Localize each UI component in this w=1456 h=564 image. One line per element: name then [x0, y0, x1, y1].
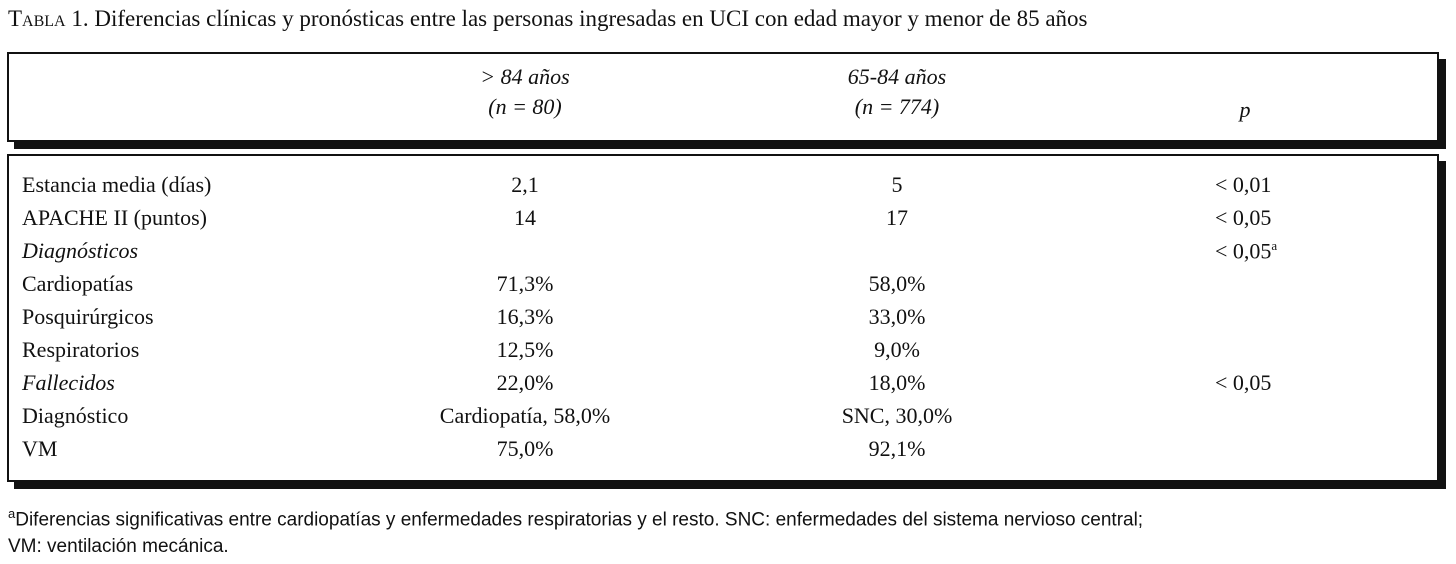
cell-text: 33,0% — [868, 304, 926, 329]
column-header: 65-84 años — [847, 64, 947, 89]
table-cell: 33,0% — [869, 304, 926, 330]
cell-text: 14 — [514, 205, 536, 230]
row-label: Fallecidos — [22, 370, 115, 395]
cell-text: Cardiopatía, 58,0% — [439, 403, 611, 428]
table-cell: < 0,05a — [1215, 238, 1277, 264]
column-header: p — [1239, 97, 1251, 122]
cell-text: 9,0% — [874, 337, 920, 362]
table-cell: SNC, 30,0% — [842, 403, 953, 429]
row-label: Estancia media (días) — [22, 172, 212, 197]
table-cell: 58,0% — [869, 271, 926, 297]
row-label: Posquirúrgicos — [22, 304, 154, 329]
footnote-line: aDiferencias significativas entre cardio… — [8, 506, 1143, 531]
cell-text: 18,0% — [868, 370, 926, 395]
column-header: (n = 80) — [488, 94, 562, 119]
table-cell: 2,1 — [511, 172, 539, 198]
table-cell: Cardiopatía, 58,0% — [440, 403, 610, 429]
footnote-mark: a — [8, 506, 16, 521]
table-cell: < 0,01 — [1215, 172, 1271, 198]
cell-text: 22,0% — [496, 370, 554, 395]
row-label: Diagnósticos — [22, 238, 139, 263]
cell-text: 16,3% — [496, 304, 554, 329]
table-cell: 16,3% — [497, 304, 554, 330]
table-cell: 12,5% — [497, 337, 554, 363]
table-cell: 14 — [514, 205, 536, 231]
table-cell: < 0,05 — [1215, 205, 1271, 231]
cell-text: 75,0% — [496, 436, 554, 461]
cell-text: < 0,05 — [1215, 370, 1272, 395]
row-label: Cardiopatías — [22, 271, 134, 296]
cell-text: < 0,05 — [1215, 238, 1272, 264]
footnote-text: Diferencias significativas entre cardiop… — [15, 509, 1144, 531]
row-label: APACHE II (puntos) — [22, 205, 207, 230]
table-cell: < 0,05 — [1215, 370, 1271, 396]
cell-text: < 0,05 — [1215, 205, 1272, 230]
table-title-text: Diferencias clínicas y pronósticas entre… — [94, 6, 1088, 31]
footnote-ref: a — [1271, 238, 1278, 253]
cell-text: 17 — [886, 205, 908, 230]
body-box — [7, 154, 1439, 482]
header-box — [7, 52, 1439, 142]
cell-text: < 0,01 — [1215, 172, 1272, 197]
table-label: Tabla 1. — [8, 6, 89, 31]
cell-text: 71,3% — [496, 271, 554, 296]
table-title: Tabla 1. Diferencias clínicas y pronósti… — [8, 6, 1088, 32]
footnote-line: VM: ventilación mecánica. — [8, 536, 229, 557]
table-cell: 22,0% — [497, 370, 554, 396]
cell-text: 12,5% — [496, 337, 554, 362]
cell-text: 2,1 — [511, 172, 539, 197]
cell-text: 5 — [891, 172, 903, 197]
table-cell: 92,1% — [869, 436, 926, 462]
table-cell: 71,3% — [497, 271, 554, 297]
table-cell: 18,0% — [869, 370, 926, 396]
row-label: Respiratorios — [22, 337, 140, 362]
table-cell: 75,0% — [497, 436, 554, 462]
table-cell: 5 — [892, 172, 903, 198]
row-label: Diagnóstico — [22, 403, 129, 428]
cell-text: 58,0% — [868, 271, 926, 296]
column-header: > 84 años — [480, 64, 570, 89]
table-cell: 9,0% — [874, 337, 920, 363]
cell-text: 92,1% — [868, 436, 926, 461]
row-label: VM — [22, 436, 58, 461]
table-cell: 17 — [886, 205, 908, 231]
column-header: (n = 774) — [854, 94, 940, 119]
cell-text: SNC, 30,0% — [841, 403, 953, 428]
